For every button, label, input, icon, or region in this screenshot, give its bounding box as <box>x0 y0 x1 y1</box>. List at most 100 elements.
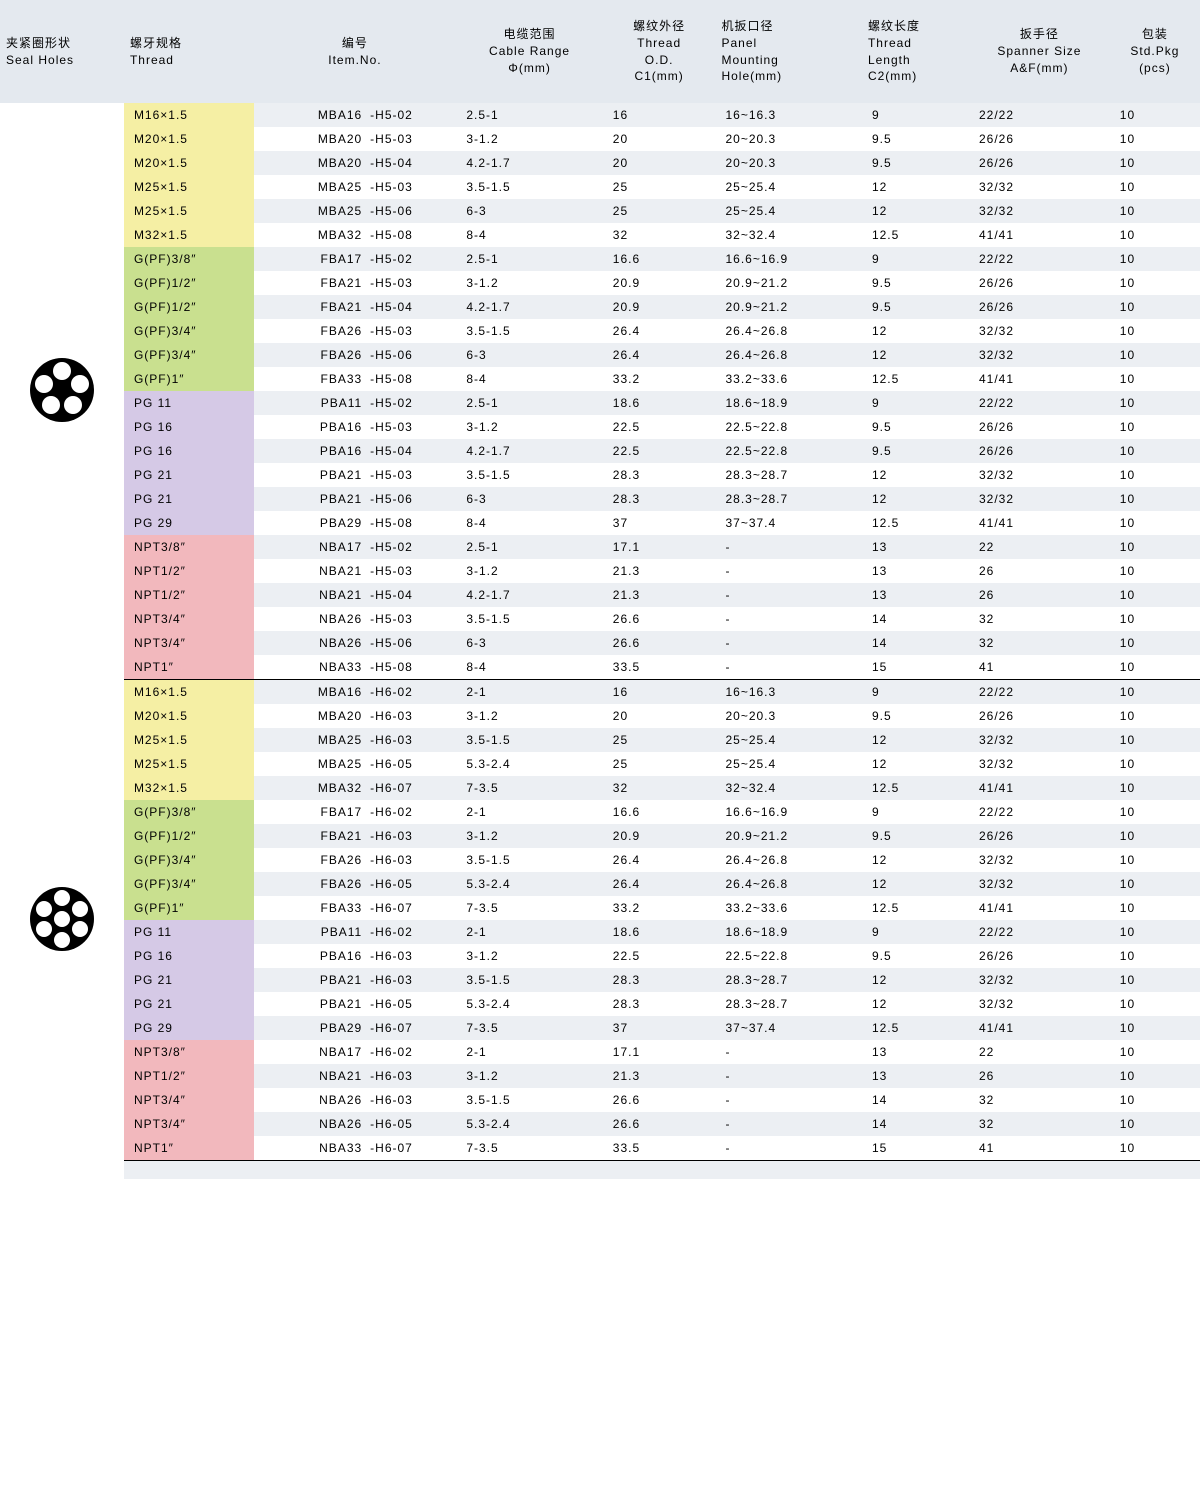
thread-length: 15 <box>862 655 969 680</box>
item-prefix: MBA25 <box>254 728 367 752</box>
spanner-size: 41/41 <box>969 223 1110 247</box>
spanner-size: 26/26 <box>969 127 1110 151</box>
thread: G(PF)1″ <box>124 367 254 391</box>
mounting-hole: - <box>715 1136 861 1161</box>
item-prefix: MBA25 <box>254 175 367 199</box>
item-suffix: -H5-02 <box>366 103 456 127</box>
table-row: PG 29PBA29-H6-077-3.53737~37.412.541/411… <box>0 1016 1200 1040</box>
thread-length: 12.5 <box>862 1016 969 1040</box>
thread-od: 32 <box>603 223 716 247</box>
thread-od: 25 <box>603 175 716 199</box>
thread-length: 13 <box>862 1040 969 1064</box>
thread-length: 13 <box>862 559 969 583</box>
table-row: PG 16PBA16-H5-044.2-1.722.522.5~22.89.52… <box>0 439 1200 463</box>
item-suffix: -H5-08 <box>366 223 456 247</box>
item-prefix: NBA21 <box>254 559 367 583</box>
item-suffix: -H6-07 <box>366 1016 456 1040</box>
table-row: NPT1/2″NBA21-H5-044.2-1.721.3-132610 <box>0 583 1200 607</box>
thread-length: 14 <box>862 1112 969 1136</box>
mounting-hole: - <box>715 607 861 631</box>
mounting-hole: - <box>715 1040 861 1064</box>
cable-range: 2.5-1 <box>456 535 602 559</box>
thread-length: 9 <box>862 920 969 944</box>
header-row: 夹紧圈形状Seal Holes 螺牙规格Thread 编号Item.No. 电缆… <box>0 0 1200 103</box>
item-suffix: -H5-03 <box>366 175 456 199</box>
spanner-size: 26/26 <box>969 415 1110 439</box>
cable-range: 2-1 <box>456 800 602 824</box>
thread: NPT1″ <box>124 1136 254 1161</box>
std-pkg: 10 <box>1110 439 1200 463</box>
footer-spacer <box>0 1179 1200 1193</box>
std-pkg: 10 <box>1110 463 1200 487</box>
thread: M25×1.5 <box>124 175 254 199</box>
mounting-hole: 16.6~16.9 <box>715 800 861 824</box>
item-suffix: -H5-03 <box>366 319 456 343</box>
std-pkg: 10 <box>1110 535 1200 559</box>
std-pkg: 10 <box>1110 944 1200 968</box>
item-prefix: NBA33 <box>254 1136 367 1161</box>
thread-length: 12 <box>862 175 969 199</box>
cable-range: 4.2-1.7 <box>456 439 602 463</box>
mounting-hole: 16.6~16.9 <box>715 247 861 271</box>
cable-range: 5.3-2.4 <box>456 992 602 1016</box>
thread: NPT1″ <box>124 655 254 680</box>
item-prefix: MBA16 <box>254 103 367 127</box>
mounting-hole: 26.4~26.8 <box>715 872 861 896</box>
mounting-hole: 28.3~28.7 <box>715 992 861 1016</box>
std-pkg: 10 <box>1110 824 1200 848</box>
thread: M32×1.5 <box>124 776 254 800</box>
item-prefix: NBA17 <box>254 1040 367 1064</box>
spanner-size: 26/26 <box>969 271 1110 295</box>
table-row: NPT3/4″NBA26-H5-066-326.6-143210 <box>0 631 1200 655</box>
table-row: NPT3/4″NBA26-H5-033.5-1.526.6-143210 <box>0 607 1200 631</box>
item-suffix: -H6-02 <box>366 1040 456 1064</box>
std-pkg: 10 <box>1110 968 1200 992</box>
cable-range: 6-3 <box>456 199 602 223</box>
table-row: M32×1.5MBA32-H6-077-3.53232~32.412.541/4… <box>0 776 1200 800</box>
thread-od: 26.4 <box>603 343 716 367</box>
cable-range: 3-1.2 <box>456 824 602 848</box>
thread-od: 28.3 <box>603 968 716 992</box>
std-pkg: 10 <box>1110 1040 1200 1064</box>
item-prefix: NBA21 <box>254 583 367 607</box>
thread-od: 26.4 <box>603 319 716 343</box>
thread: G(PF)3/4″ <box>124 343 254 367</box>
item-prefix: FBA21 <box>254 824 367 848</box>
table-row: M25×1.5MBA25-H6-055.3-2.42525~25.41232/3… <box>0 752 1200 776</box>
thread: PG 11 <box>124 391 254 415</box>
item-suffix: -H5-03 <box>366 607 456 631</box>
std-pkg: 10 <box>1110 848 1200 872</box>
thread-od: 33.2 <box>603 367 716 391</box>
item-prefix: PBA21 <box>254 487 367 511</box>
std-pkg: 10 <box>1110 415 1200 439</box>
h-item: 编号Item.No. <box>254 0 457 103</box>
cable-range: 4.2-1.7 <box>456 295 602 319</box>
std-pkg: 10 <box>1110 920 1200 944</box>
thread-length: 12.5 <box>862 896 969 920</box>
spanner-size: 22 <box>969 535 1110 559</box>
cable-range: 3-1.2 <box>456 559 602 583</box>
item-prefix: FBA33 <box>254 896 367 920</box>
mounting-hole: 32~32.4 <box>715 776 861 800</box>
item-prefix: FBA17 <box>254 800 367 824</box>
spec-table: 夹紧圈形状Seal Holes 螺牙规格Thread 编号Item.No. 电缆… <box>0 0 1200 1193</box>
thread-length: 12 <box>862 752 969 776</box>
cable-range: 3-1.2 <box>456 415 602 439</box>
item-suffix: -H5-04 <box>366 151 456 175</box>
table-row: NPT1″NBA33-H6-077-3.533.5-154110 <box>0 1136 1200 1161</box>
cable-range: 3.5-1.5 <box>456 319 602 343</box>
thread-od: 20 <box>603 127 716 151</box>
cable-range: 5.3-2.4 <box>456 872 602 896</box>
std-pkg: 10 <box>1110 151 1200 175</box>
thread: NPT3/4″ <box>124 1088 254 1112</box>
thread-od: 18.6 <box>603 391 716 415</box>
thread: M16×1.5 <box>124 103 254 127</box>
thread: G(PF)3/8″ <box>124 247 254 271</box>
spanner-size: 32/32 <box>969 319 1110 343</box>
item-suffix: -H6-07 <box>366 896 456 920</box>
thread: M20×1.5 <box>124 151 254 175</box>
item-suffix: -H6-03 <box>366 728 456 752</box>
spanner-size: 32 <box>969 631 1110 655</box>
table-row: G(PF)3/4″FBA26-H6-055.3-2.426.426.4~26.8… <box>0 872 1200 896</box>
item-suffix: -H6-03 <box>366 1088 456 1112</box>
